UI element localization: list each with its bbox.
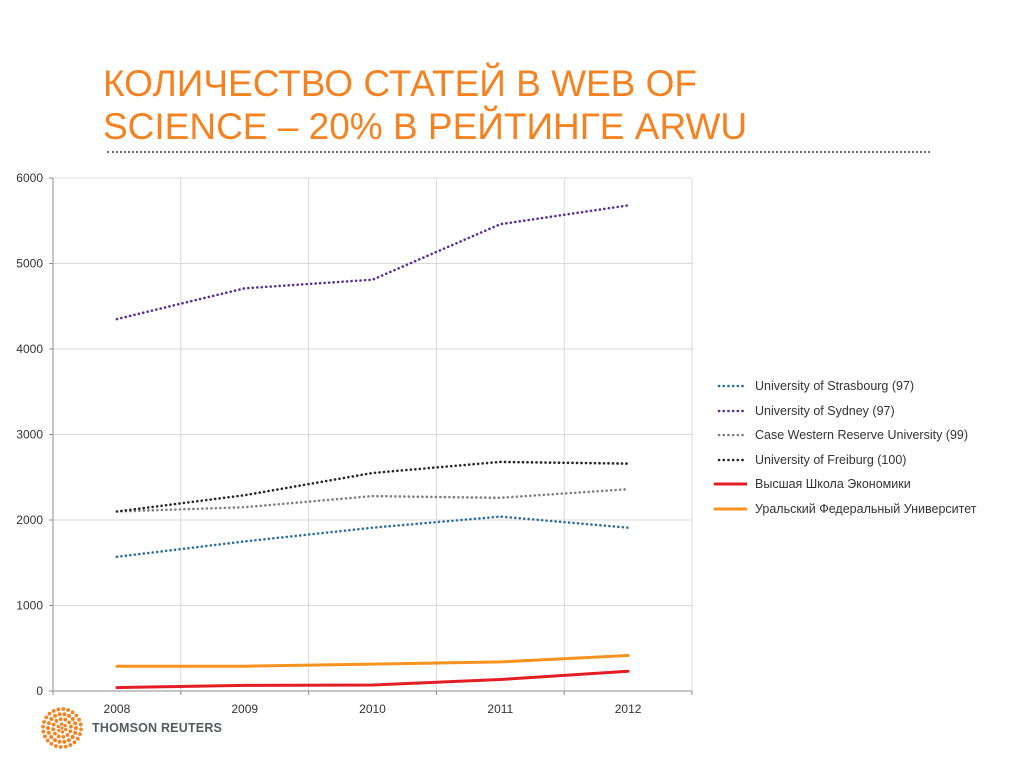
series-line-2 xyxy=(115,204,630,321)
legend-label: University of Sydney (97) xyxy=(755,403,895,418)
legend-swatch xyxy=(717,458,745,462)
legend-item: Case Western Reserve University (99) xyxy=(713,423,1019,448)
slide-title: КОЛИЧЕСТВО СТАТЕЙ В WEB OF SCIENCE – 20%… xyxy=(103,62,963,148)
x-tick-label: 2008 xyxy=(104,702,131,716)
slide-title-line-1: КОЛИЧЕСТВО СТАТЕЙ В WEB OF xyxy=(103,63,698,104)
legend-swatch xyxy=(717,409,745,413)
legend-label: Высшая Школа Экономики xyxy=(755,477,911,492)
legend-swatch xyxy=(713,482,747,486)
logo-text: THOMSON REUTERS xyxy=(92,721,223,735)
y-tick-label: 2000 xyxy=(16,513,43,527)
y-tick-label: 1000 xyxy=(16,599,43,613)
title-divider xyxy=(107,151,930,153)
series-line-3 xyxy=(115,487,630,513)
y-tick-label: 3000 xyxy=(16,428,43,442)
y-tick-label: 4000 xyxy=(16,342,43,356)
legend-label: Уральский Федеральный Университет xyxy=(755,501,977,516)
series-line-5 xyxy=(115,669,630,690)
y-tick-label: 5000 xyxy=(16,257,43,271)
legend-item: University of Strasbourg (97) xyxy=(713,374,1019,399)
x-tick-label: 2010 xyxy=(359,702,386,716)
series-line-4 xyxy=(115,460,630,513)
y-tick-label: 6000 xyxy=(16,171,43,185)
legend-item: University of Sydney (97) xyxy=(713,399,1019,424)
legend-item: University of Freiburg (100) xyxy=(713,448,1019,473)
legend-item: Высшая Школа Экономики xyxy=(713,472,1019,497)
y-tick-label: 0 xyxy=(36,684,43,698)
x-tick-label: 2012 xyxy=(615,702,642,716)
legend-label: University of Strasbourg (97) xyxy=(755,379,915,394)
legend-swatch xyxy=(713,507,747,511)
series-line-6 xyxy=(115,654,630,668)
thomson-reuters-logo: THOMSON REUTERS xyxy=(40,706,222,750)
thomson-reuters-dot-sphere-icon xyxy=(41,707,83,749)
legend-item: Уральский Федеральный Университет xyxy=(713,497,1019,522)
series-line-1 xyxy=(115,515,630,559)
chart-legend: University of Strasbourg (97) University … xyxy=(713,374,1019,521)
legend-swatch xyxy=(717,384,745,388)
legend-label: University of Freiburg (100) xyxy=(755,452,907,467)
legend-label: Case Western Reserve University (99) xyxy=(755,428,969,443)
legend-swatch xyxy=(717,433,745,437)
x-tick-label: 2009 xyxy=(231,702,258,716)
slide-title-line-2: SCIENCE – 20% В РЕЙТИНГЕ ARWU xyxy=(103,106,748,147)
x-tick-label: 2011 xyxy=(487,702,513,716)
